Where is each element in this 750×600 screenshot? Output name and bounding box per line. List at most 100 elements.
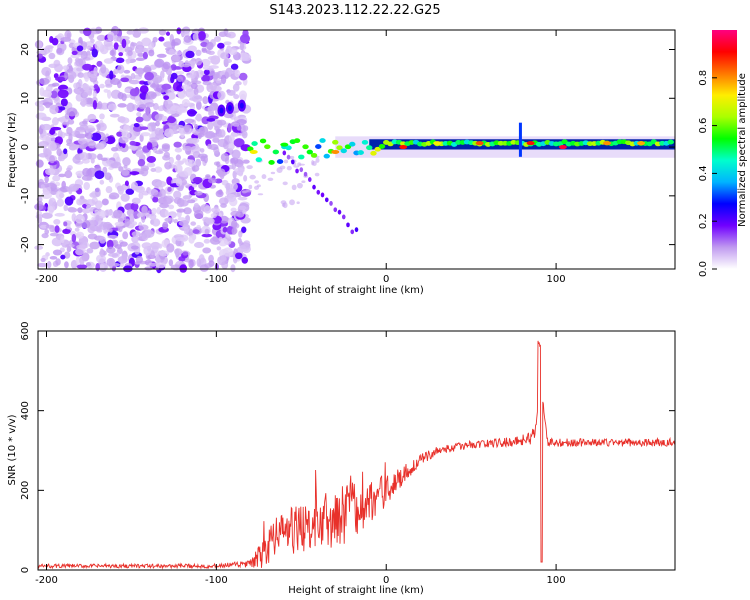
noise-blob <box>312 160 317 166</box>
noise-blob <box>92 99 97 110</box>
noise-blob <box>93 84 99 90</box>
noise-blob <box>90 38 95 43</box>
noise-blob <box>202 96 209 105</box>
noise-blob <box>82 63 93 71</box>
noise-blob <box>245 189 250 192</box>
noise-blob <box>86 248 94 254</box>
snr-panel: -200 -100 0 100 0 200 400 600 Height of straig… <box>7 321 676 596</box>
noise-blob <box>134 96 140 105</box>
noise-blob <box>155 133 165 140</box>
noise-blob <box>56 198 65 207</box>
noise-blob <box>193 87 199 96</box>
noise-blob <box>239 34 251 44</box>
noise-blob <box>64 30 72 40</box>
noise-blob <box>130 202 139 211</box>
spectrogram-ytick-label: -20 <box>20 236 31 252</box>
noise-blob <box>184 29 190 38</box>
noise-blob <box>188 60 196 67</box>
trace-cell <box>259 138 267 144</box>
noise-blob <box>119 241 128 247</box>
noise-blob <box>182 158 187 163</box>
noise-blob <box>65 243 75 248</box>
noise-blob <box>120 193 130 202</box>
noise-blob <box>114 244 122 249</box>
noise-blob <box>184 124 190 133</box>
noise-blob <box>99 113 105 120</box>
noise-blob <box>230 210 241 217</box>
trace-hotspot <box>433 141 442 146</box>
noise-blob <box>75 58 87 67</box>
noise-blob <box>230 207 237 212</box>
noise-blob <box>40 257 46 263</box>
noise-blob <box>125 188 135 195</box>
noise-blob <box>38 105 45 112</box>
noise-blob <box>135 116 144 123</box>
noise-blob <box>95 142 105 150</box>
noise-blob <box>182 251 189 256</box>
noise-blob <box>190 82 198 90</box>
noise-blob <box>155 262 167 269</box>
noise-blob <box>135 150 144 158</box>
noise-blob <box>87 113 97 123</box>
noise-blob <box>66 107 78 117</box>
noise-blob <box>110 146 119 152</box>
noise-blob <box>34 100 44 107</box>
noise-blob <box>138 232 148 240</box>
noise-blob <box>207 120 214 131</box>
trace-hotspot <box>475 141 484 146</box>
noise-blob <box>63 148 68 155</box>
noise-blob <box>164 209 169 217</box>
noise-blob <box>183 226 189 235</box>
noise-blob <box>171 39 176 49</box>
noise-blob <box>116 131 123 137</box>
noise-blob <box>75 256 81 265</box>
noise-blob <box>212 137 220 143</box>
noise-blob <box>220 203 227 208</box>
noise-blob <box>152 196 159 203</box>
noise-blob <box>215 79 222 84</box>
noise-blob <box>243 240 251 246</box>
trace-hotspot <box>637 141 646 146</box>
noise-blob <box>46 260 52 269</box>
noise-blob <box>94 40 103 51</box>
noise-blob <box>96 153 103 161</box>
noise-blob <box>117 64 125 74</box>
noise-blob <box>50 90 58 99</box>
noise-blob <box>291 184 297 191</box>
noise-blob <box>138 46 144 52</box>
noise-blob <box>230 63 239 70</box>
noise-blob <box>135 57 145 62</box>
noise-blob <box>71 50 78 56</box>
spectrogram-y-ticks: 20 10 0 -10 -20 <box>20 43 675 253</box>
noise-blob <box>109 49 115 56</box>
noise-blob <box>182 195 192 200</box>
noise-blob <box>43 146 48 156</box>
noise-blob <box>181 84 190 90</box>
noise-blob <box>227 31 236 39</box>
noise-blob <box>35 214 43 220</box>
noise-blob <box>241 226 247 234</box>
noise-blob <box>90 132 102 142</box>
noise-blob <box>237 196 248 201</box>
trace-cell <box>247 146 254 152</box>
noise-blob <box>208 144 219 151</box>
noise-blob <box>49 225 55 233</box>
noise-blob <box>87 233 98 240</box>
noise-blob <box>207 177 217 184</box>
noise-blob <box>89 220 97 228</box>
noise-blob <box>257 193 264 196</box>
trace-cell <box>336 145 343 151</box>
noise-blob <box>261 174 267 180</box>
noise-blob <box>96 225 102 232</box>
noise-blob <box>94 187 101 197</box>
noise-blob <box>289 155 295 160</box>
noise-blob <box>85 262 91 267</box>
noise-blob <box>138 224 149 231</box>
noise-blob <box>144 72 155 81</box>
noise-blob <box>235 81 242 86</box>
noise-blob <box>185 88 196 98</box>
trace-cell <box>310 152 318 158</box>
noise-blob <box>67 206 76 212</box>
noise-blob <box>205 130 216 139</box>
